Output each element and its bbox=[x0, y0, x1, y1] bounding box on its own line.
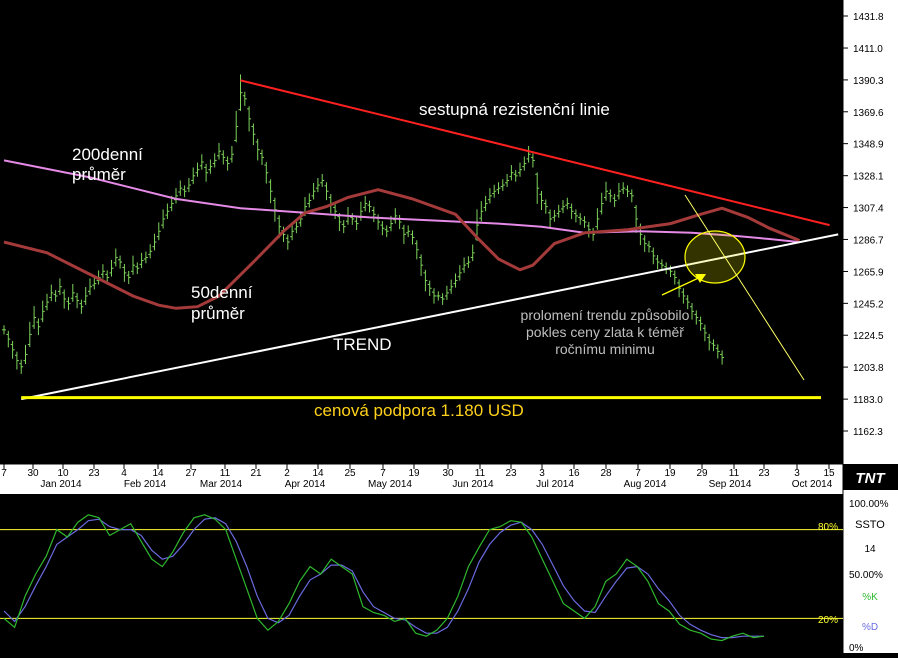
ma200-label-line1: 200denní bbox=[72, 145, 143, 164]
date-tick-label: 30 bbox=[442, 468, 454, 479]
date-tick-label: 4 bbox=[121, 468, 127, 479]
ssto-tick-50: 50.00% bbox=[849, 570, 883, 581]
ma200-label-line2: průměr bbox=[72, 165, 126, 184]
date-tick-label: 27 bbox=[185, 468, 197, 479]
logo-box bbox=[843, 464, 898, 490]
date-tick-label: 14 bbox=[152, 468, 164, 479]
month-label: Jun 2014 bbox=[452, 479, 494, 490]
price-tick-label: 1369.6 bbox=[853, 108, 884, 119]
month-label: Aug 2014 bbox=[624, 479, 667, 490]
price-tick-label: 1348.9 bbox=[853, 140, 884, 151]
support-label: cenová podpora 1.180 USD bbox=[314, 401, 524, 420]
ssto-axis-panel bbox=[843, 494, 898, 653]
month-label: Jan 2014 bbox=[40, 479, 82, 490]
price-tick-label: 1162.3 bbox=[853, 427, 883, 438]
date-tick-label: 3 bbox=[539, 468, 545, 479]
ssto-title: SSTO bbox=[855, 519, 885, 531]
date-tick-label: 11 bbox=[729, 468, 740, 479]
price-tick-label: 1245.2 bbox=[853, 299, 884, 310]
date-tick-label: 16 bbox=[568, 468, 580, 479]
tnt-logo: TNT bbox=[855, 470, 886, 487]
month-label: Feb 2014 bbox=[124, 479, 167, 490]
ma200-line bbox=[3, 159, 800, 244]
ma50-label-line1: 50denní bbox=[191, 283, 253, 302]
price-tick-label: 1328.1 bbox=[853, 172, 884, 183]
ssto-lines bbox=[3, 514, 765, 642]
month-label: Apr 2014 bbox=[285, 479, 326, 490]
date-tick-label: 19 bbox=[408, 468, 420, 479]
breakout-arrow-head bbox=[695, 274, 706, 283]
price-axis-panel bbox=[843, 0, 898, 464]
trend-label: TREND bbox=[333, 335, 392, 354]
trend-line bbox=[21, 233, 839, 401]
price-tick-label: 1307.4 bbox=[853, 204, 884, 215]
month-label: Jul 2014 bbox=[536, 479, 574, 490]
ssto-tick-100: 100.00% bbox=[849, 499, 889, 510]
price-tick-label: 1224.5 bbox=[853, 331, 884, 342]
date-tick-label: 7 bbox=[1, 468, 7, 479]
date-tick-label: 11 bbox=[220, 468, 231, 479]
date-tick-label: 11 bbox=[475, 468, 486, 479]
resistance-label: sestupná rezistenční linie bbox=[419, 100, 610, 119]
month-label: Sep 2014 bbox=[709, 479, 752, 490]
price-tick-label: 1265.9 bbox=[853, 267, 884, 278]
month-label: Oct 2014 bbox=[792, 479, 833, 490]
breakout-note-line2: pokles ceny zlata k téměř bbox=[526, 324, 684, 340]
breakout-note-line1: prolomení trendu způsobilo bbox=[521, 307, 690, 323]
month-label: Mar 2014 bbox=[200, 479, 243, 490]
ssto-tick-0: 0% bbox=[849, 643, 864, 653]
price-tick-label: 1183.0 bbox=[853, 395, 883, 406]
breakout-note-line3: ročnímu minimu bbox=[555, 341, 655, 357]
ma50-label-line2: průměr bbox=[191, 304, 245, 323]
date-tick-label: 2 bbox=[284, 468, 290, 479]
date-tick-label: 25 bbox=[344, 468, 356, 479]
price-tick-label: 1431.8 bbox=[853, 12, 884, 23]
ssto-level-80-label: 80% bbox=[818, 522, 838, 533]
date-tick-label: 21 bbox=[250, 468, 262, 479]
month-label: May 2014 bbox=[368, 479, 412, 490]
ssto-d-label: %D bbox=[862, 622, 878, 633]
date-axis-ticks: 7 30 10 23 4 14 27 11 21 2 14 25 7 19 30 11 23 3 16 28 7 19 29… bbox=[1, 464, 835, 490]
date-tick-label: 23 bbox=[505, 468, 517, 479]
ssto-levels bbox=[0, 529, 843, 619]
price-axis-ticks: 1431.8 1411.0 1390.3 1369.6 1348.9 1328.1 1307… bbox=[843, 12, 884, 438]
date-tick-label: 30 bbox=[27, 468, 39, 479]
date-tick-label: 7 bbox=[380, 468, 386, 479]
date-tick-label: 15 bbox=[823, 468, 835, 479]
date-tick-label: 29 bbox=[696, 468, 708, 479]
resistance-line bbox=[240, 79, 830, 227]
ssto-k-line bbox=[3, 514, 765, 642]
date-tick-label: 14 bbox=[312, 468, 324, 479]
price-tick-label: 1390.3 bbox=[853, 76, 884, 87]
price-tick-label: 1411.0 bbox=[853, 44, 883, 55]
ma50-line bbox=[3, 188, 801, 310]
date-tick-label: 23 bbox=[88, 468, 100, 479]
main-panel-bg bbox=[0, 0, 843, 464]
ssto-k-label: %K bbox=[862, 592, 878, 603]
ssto-level-20-label: 20% bbox=[818, 615, 838, 626]
date-tick-label: 23 bbox=[758, 468, 770, 479]
date-tick-label: 3 bbox=[794, 468, 800, 479]
overlay-lines bbox=[3, 79, 839, 401]
breakout-highlight-circle bbox=[684, 230, 746, 284]
decline-guide-line bbox=[684, 194, 805, 381]
ssto-period: 14 bbox=[864, 544, 876, 555]
date-tick-label: 7 bbox=[635, 468, 641, 479]
price-tick-label: 1203.8 bbox=[853, 363, 884, 374]
ssto-panel-bg bbox=[0, 494, 843, 653]
date-tick-label: 10 bbox=[57, 468, 69, 479]
price-bars bbox=[2, 74, 725, 374]
date-tick-label: 19 bbox=[664, 468, 676, 479]
price-tick-label: 1286.7 bbox=[853, 235, 884, 246]
date-tick-label: 28 bbox=[600, 468, 612, 479]
